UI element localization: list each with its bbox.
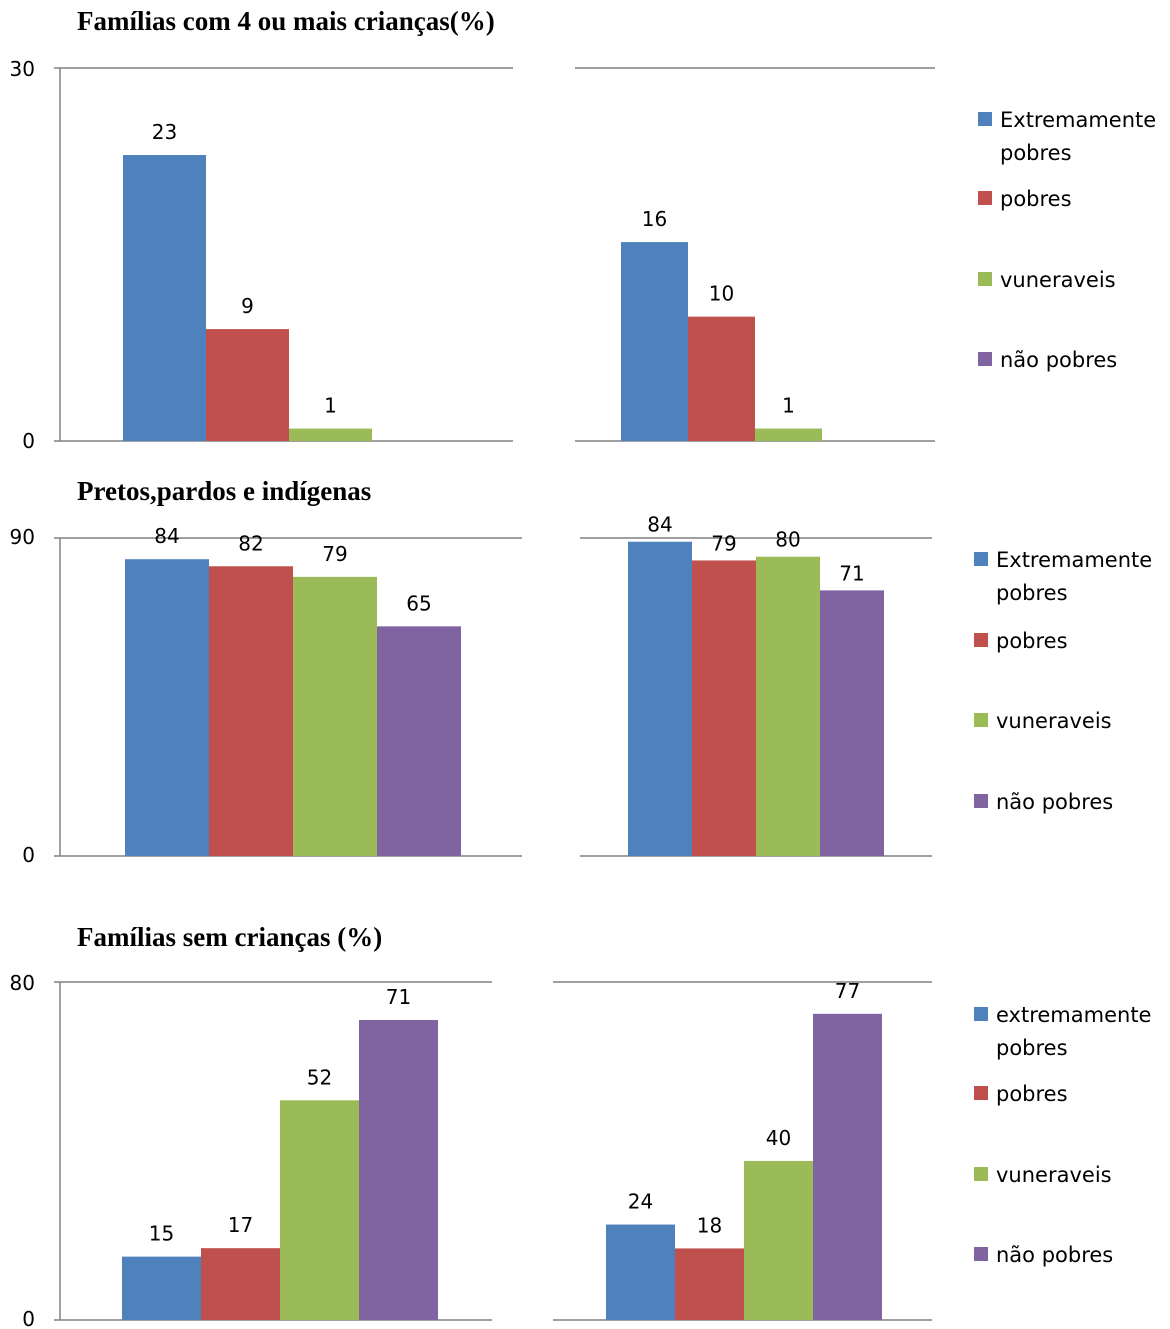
chart-marks: 30 0 23 9 1 16 10 1 Extremamente pobres pobres vune…	[10, 57, 1157, 1329]
legend-label-pretos-right-vuneraveis: vuneraveis	[996, 709, 1112, 733]
legend-label-semcri-right-extremamente_pobres: extremamente pobres	[996, 1003, 1151, 1060]
legend-swatch-semcri-right-vuneraveis	[974, 1167, 988, 1181]
data-label-semcri-right-pobres: 18	[697, 1213, 722, 1237]
data-label-semcri-right-extremamente_pobres: 24	[628, 1190, 653, 1214]
data-label-fam4-right-vuneraveis: 1	[782, 394, 795, 418]
chart-pretos-right: 84 79 80 71 Extremamente pobres pobres vunerave…	[580, 513, 1152, 857]
title-pretos-pardos-indigenas: Pretos,pardos e indígenas	[77, 476, 371, 506]
data-label-pretos-right-vuneraveis: 80	[775, 528, 800, 552]
data-label-semcri-left-pobres: 17	[228, 1213, 253, 1237]
legend-swatch-pretos-right-nao_pobres	[974, 794, 988, 808]
legend-swatch-pretos-right-vuneraveis	[974, 713, 988, 727]
legend-swatch-fam4-right-pobres	[978, 191, 992, 205]
bar-semcri-right-vuneraveis	[744, 1160, 813, 1320]
legend-swatch-pretos-right-extremamente_pobres	[974, 552, 988, 566]
y-tick-label-bottom-pretos-left: 0	[22, 843, 35, 867]
legend-label-line2-fam4-right: pobres	[1000, 141, 1072, 165]
title-familias-4-criancas: Famílias com 4 ou mais crianças(%)	[77, 6, 495, 36]
bar-pretos-left-vuneraveis	[293, 576, 377, 856]
bar-pretos-right-vuneraveis	[756, 556, 820, 856]
legend-label-line1-fam4-right: Extremamente	[1000, 108, 1156, 132]
bar-fam4-right-extremamente_pobres	[621, 242, 688, 441]
bar-pretos-right-pobres	[692, 560, 756, 856]
data-label-fam4-left-extremamente_pobres: 23	[152, 120, 177, 144]
data-label-pretos-left-nao_pobres: 65	[406, 591, 431, 615]
legend-label-line1-pretos-right: Extremamente	[996, 548, 1152, 572]
bar-fam4-left-vuneraveis	[289, 428, 372, 441]
legend-label-pretos-right-pobres: pobres	[996, 629, 1068, 653]
legend-label-line2-pretos-right: pobres	[996, 581, 1068, 605]
data-label-fam4-left-pobres: 9	[241, 294, 254, 318]
legend-label-semcri-right-nao_pobres: não pobres	[996, 1243, 1113, 1267]
bar-fam4-right-pobres	[688, 316, 755, 441]
bar-pretos-right-extremamente_pobres	[628, 541, 692, 856]
bar-pretos-left-extremamente_pobres	[125, 559, 209, 856]
bar-fam4-left-pobres	[206, 329, 289, 441]
data-label-pretos-right-pobres: 79	[711, 531, 736, 555]
bar-fam4-right-vuneraveis	[755, 428, 822, 441]
data-label-pretos-left-vuneraveis: 79	[322, 542, 347, 566]
legend-swatch-fam4-right-vuneraveis	[978, 272, 992, 286]
chart-fam4-left: 30 0 23 9 1	[10, 57, 513, 453]
data-label-fam4-right-pobres: 10	[709, 282, 734, 306]
legend-label-pretos-right-extremamente_pobres: Extremamente pobres	[996, 548, 1152, 605]
chart-semcri-right: 24 18 40 77 extremamente pobres pobres vunerave…	[553, 979, 1151, 1321]
bar-fam4-left-extremamente_pobres	[123, 155, 206, 442]
data-label-semcri-left-extremamente_pobres: 15	[149, 1222, 174, 1246]
y-tick-label-top-pretos-left: 90	[10, 525, 35, 549]
bar-pretos-left-pobres	[209, 566, 293, 856]
data-label-pretos-left-pobres: 82	[238, 531, 263, 555]
y-tick-label-bottom-semcri-left: 0	[22, 1307, 35, 1329]
bar-semcri-right-pobres	[675, 1248, 744, 1320]
data-label-semcri-left-nao_pobres: 71	[386, 985, 411, 1009]
y-tick-label-top-semcri-left: 80	[10, 971, 35, 995]
chart-fam4-right: 16 10 1 Extremamente pobres pobres vuneraveis n…	[575, 67, 1156, 442]
title-familias-sem-criancas: Famílias sem crianças (%)	[77, 922, 382, 952]
data-label-pretos-right-nao_pobres: 71	[839, 561, 864, 585]
data-label-pretos-left-extremamente_pobres: 84	[154, 524, 179, 548]
legend-label-pretos-right-nao_pobres: não pobres	[996, 790, 1113, 814]
data-label-pretos-right-extremamente_pobres: 84	[647, 513, 672, 537]
legend-label-line2-semcri-right: pobres	[996, 1036, 1068, 1060]
chart-pretos-left: 90 0 84 82 79 65	[10, 524, 522, 867]
bar-pretos-left-nao_pobres	[377, 626, 461, 856]
y-tick-label-bottom-fam4-left: 0	[22, 429, 35, 453]
legend-swatch-fam4-right-nao_pobres	[978, 352, 992, 366]
data-label-fam4-left-vuneraveis: 1	[324, 394, 337, 418]
bar-pretos-right-nao_pobres	[820, 590, 884, 856]
legend-label-fam4-right-vuneraveis: vuneraveis	[1000, 268, 1116, 292]
data-label-semcri-right-vuneraveis: 40	[766, 1126, 791, 1150]
bar-semcri-right-extremamente_pobres	[606, 1224, 675, 1320]
data-label-semcri-left-vuneraveis: 52	[307, 1065, 332, 1089]
bar-semcri-left-nao_pobres	[359, 1020, 438, 1320]
legend-label-line1-semcri-right: extremamente	[996, 1003, 1151, 1027]
legend-swatch-fam4-right-extremamente_pobres	[978, 112, 992, 126]
legend-swatch-semcri-right-pobres	[974, 1086, 988, 1100]
bar-semcri-right-nao_pobres	[813, 1013, 882, 1320]
legend-label-fam4-right-nao_pobres: não pobres	[1000, 348, 1117, 372]
legend-swatch-semcri-right-nao_pobres	[974, 1247, 988, 1261]
bar-semcri-left-extremamente_pobres	[122, 1256, 201, 1320]
legend-label-fam4-right-pobres: pobres	[1000, 187, 1072, 211]
legend-label-semcri-right-vuneraveis: vuneraveis	[996, 1163, 1112, 1187]
legend-label-fam4-right-extremamente_pobres: Extremamente pobres	[1000, 108, 1156, 165]
data-label-semcri-right-nao_pobres: 77	[835, 979, 860, 1003]
bar-semcri-left-vuneraveis	[280, 1100, 359, 1320]
chart-semcri-left: 80 0 15 17 52 71	[10, 971, 492, 1329]
legend-label-semcri-right-pobres: pobres	[996, 1082, 1068, 1106]
bar-semcri-left-pobres	[201, 1248, 280, 1320]
data-label-fam4-right-extremamente_pobres: 16	[642, 207, 667, 231]
y-tick-label-top-fam4-left: 30	[10, 57, 35, 81]
legend-swatch-pretos-right-pobres	[974, 633, 988, 647]
legend-swatch-semcri-right-extremamente_pobres	[974, 1007, 988, 1021]
